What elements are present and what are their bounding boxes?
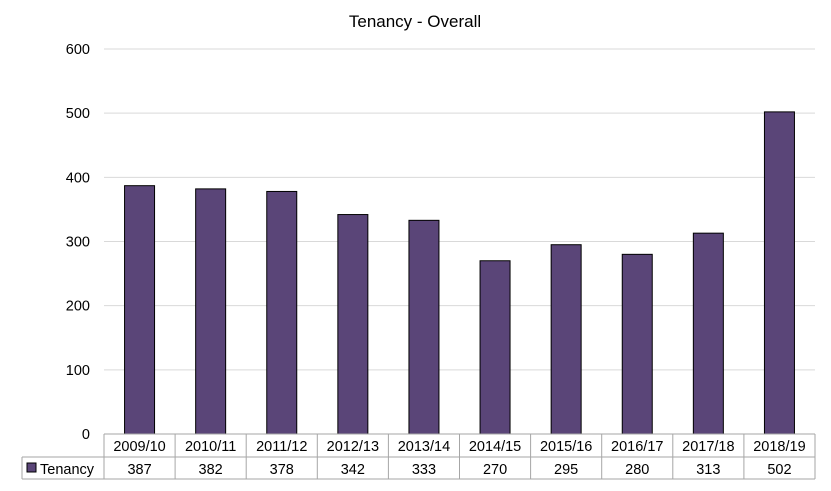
table-value: 502 [767,462,791,478]
legend-swatch [26,462,37,473]
data-table: 2009/10 387 2010/11 382 2011/12 378 2012/13 342… [21,433,816,480]
bar [337,214,369,435]
legend-label: Tenancy [40,462,95,478]
x-category-label: 2010/11 [185,439,236,455]
y-tick-label: 200 [66,299,90,315]
x-category-label: 2015/16 [540,439,592,455]
bar [621,253,653,435]
y-tick-label: 300 [66,235,90,251]
x-category-label: 2014/15 [469,439,521,455]
table-value: 378 [270,462,294,478]
table-value: 387 [127,462,151,478]
table-value: 313 [696,462,720,478]
y-tick-label: 400 [66,170,90,186]
table-value: 333 [412,462,436,478]
table-value: 270 [483,462,507,478]
x-category-label: 2016/17 [611,439,663,455]
bar [692,232,724,435]
x-category-label: 2012/13 [327,439,379,455]
bar [124,185,156,435]
x-category-label: 2018/19 [753,439,805,455]
x-category-label: 2017/18 [682,439,734,455]
table-value: 382 [199,462,223,478]
x-category-label: 2013/14 [398,439,450,455]
bar [479,260,511,435]
bars [124,111,795,435]
table-value: 280 [625,462,649,478]
bar [266,190,298,435]
table-value: 295 [554,462,578,478]
bar [763,111,795,435]
bar [550,244,582,435]
bar [408,219,440,435]
y-tick-label: 600 [66,42,90,58]
chart-title: Tenancy - Overall [349,12,481,31]
y-tick-label: 100 [66,363,90,379]
bar [195,188,227,435]
x-category-label: 2009/10 [113,439,165,455]
y-tick-label: 0 [82,427,90,443]
y-tick-label: 500 [66,106,90,122]
table-value: 342 [341,462,365,478]
x-category-label: 2011/12 [256,439,307,455]
y-axis-tick-labels: 0 100 200 300 400 500 600 [66,42,90,443]
